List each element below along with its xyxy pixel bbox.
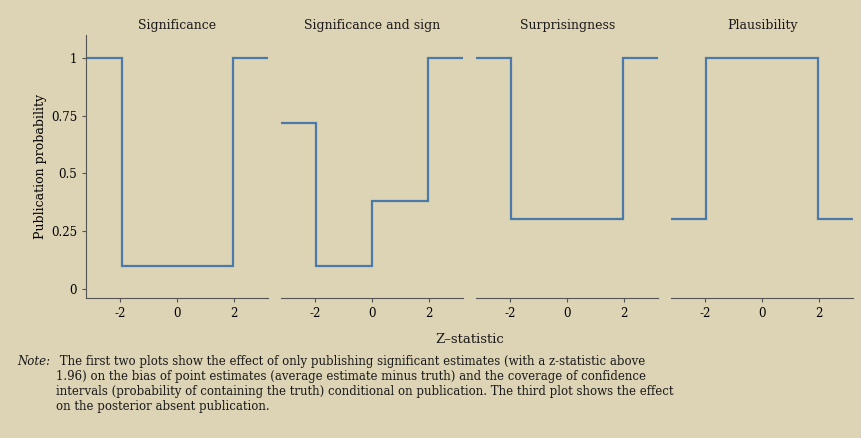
Title: Significance: Significance xyxy=(138,19,216,32)
Title: Surprisingness: Surprisingness xyxy=(519,19,614,32)
Text: Note:: Note: xyxy=(17,355,50,368)
Text: Z–statistic: Z–statistic xyxy=(435,333,504,346)
Title: Plausibility: Plausibility xyxy=(726,19,796,32)
Y-axis label: Publication probability: Publication probability xyxy=(34,94,46,239)
Text: The first two plots show the effect of only publishing significant estimates (wi: The first two plots show the effect of o… xyxy=(56,355,672,413)
Title: Significance and sign: Significance and sign xyxy=(304,19,440,32)
